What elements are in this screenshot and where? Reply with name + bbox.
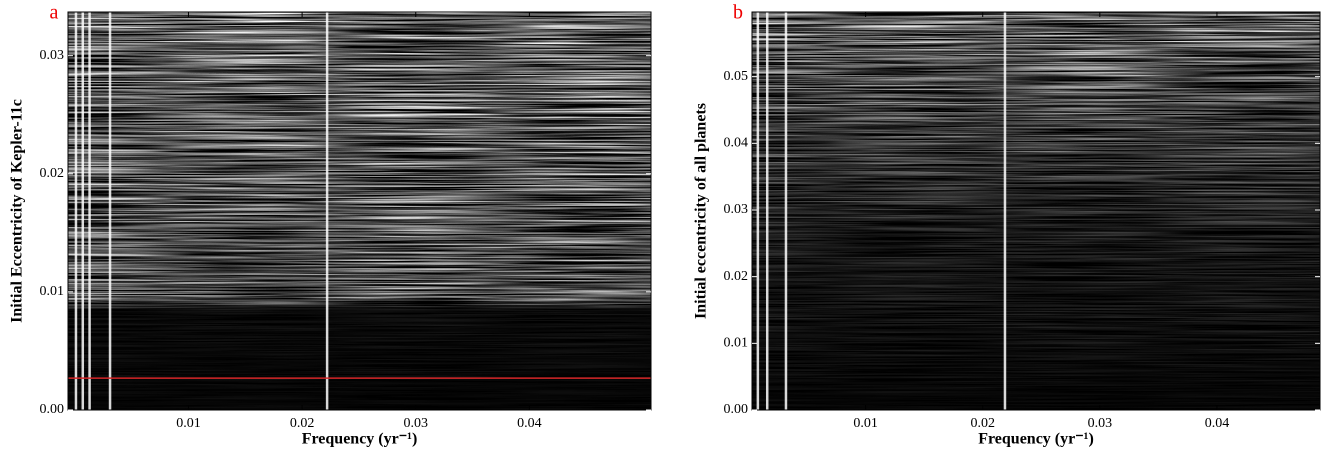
panel-label: b	[733, 2, 743, 24]
plot-frame	[67, 11, 652, 411]
x-tick-label: 0.04	[1205, 416, 1230, 431]
y-axis-label: Initial Eccentricity of Kepler-11c	[9, 99, 26, 323]
y-tick-label: 0.00	[724, 402, 749, 417]
x-tick-label: 0.03	[1088, 416, 1113, 431]
y-tick-label: 0.04	[724, 136, 749, 151]
plot-frame	[751, 11, 1321, 411]
y-tick-label: 0.05	[724, 69, 749, 84]
x-tick-label: 0.02	[290, 416, 315, 431]
x-tick-label: 0.03	[404, 416, 429, 431]
y-tick-label: 0.02	[40, 166, 65, 181]
y-tick-label: 0.03	[724, 202, 749, 217]
x-tick-label: 0.01	[176, 416, 201, 431]
y-tick-label: 0.03	[40, 48, 65, 63]
panel-label: a	[50, 2, 59, 24]
x-tick-label: 0.04	[517, 416, 542, 431]
x-axis-label: Frequency (yr⁻¹)	[978, 431, 1094, 448]
x-tick-label: 0.02	[970, 416, 995, 431]
noise-texture	[752, 12, 1320, 410]
y-axis-label: Initial eccentricity of all planets	[693, 103, 710, 319]
y-tick-label: 0.01	[40, 284, 65, 299]
y-tick-label: 0.01	[724, 336, 749, 351]
y-tick-label: 0.02	[724, 269, 749, 284]
x-tick-label: 0.01	[853, 416, 878, 431]
y-tick-label: 0.00	[40, 402, 65, 417]
x-axis-label: Frequency (yr⁻¹)	[302, 431, 418, 448]
noise-texture	[68, 12, 651, 410]
